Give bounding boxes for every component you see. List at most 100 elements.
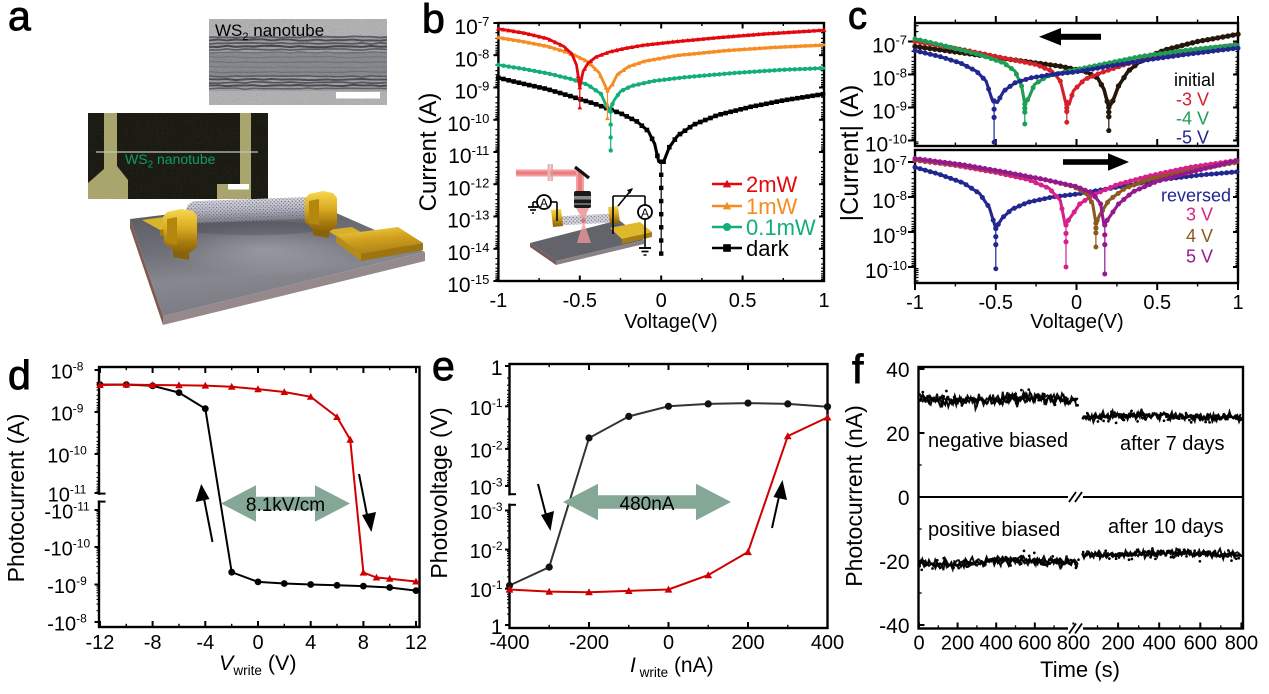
svg-text:480nA: 480nA (620, 494, 675, 515)
svg-text:10-9: 10-9 (454, 79, 489, 104)
svg-text:-10-10: -10-10 (44, 537, 91, 561)
svg-text:10-7: 10-7 (454, 14, 489, 39)
svg-text:Photocurrent (nA): Photocurrent (nA) (841, 405, 867, 587)
svg-text:4 V: 4 V (1186, 226, 1213, 246)
svg-text:1: 1 (491, 357, 503, 380)
svg-text:WS2 nanotube: WS2 nanotube (215, 21, 324, 43)
svg-text:0.1mW: 0.1mW (746, 215, 816, 240)
svg-text:e: e (432, 343, 455, 389)
svg-text:-12: -12 (86, 632, 115, 654)
svg-text:4: 4 (305, 632, 316, 654)
svg-text:200: 200 (1101, 633, 1134, 655)
svg-text:-8: -8 (144, 632, 162, 654)
svg-text:1: 1 (818, 290, 829, 312)
svg-text:12: 12 (405, 632, 427, 654)
svg-text:positive biased: positive biased (928, 519, 1060, 541)
svg-text:Current (A): Current (A) (415, 93, 442, 212)
svg-text:negative biased: negative biased (928, 430, 1068, 452)
svg-text:10-10: 10-10 (865, 132, 907, 157)
svg-text:b: b (422, 0, 445, 42)
svg-text:-10-9: -10-9 (47, 574, 87, 598)
svg-text:-5 V: -5 V (1176, 128, 1209, 148)
svg-text:5 V: 5 V (1186, 247, 1213, 267)
svg-text:-400: -400 (489, 632, 529, 654)
svg-text:2mW: 2mW (746, 172, 798, 197)
svg-text:I write (nA): I write (nA) (630, 654, 714, 680)
svg-text:10-10: 10-10 (865, 258, 907, 283)
svg-text:1mW: 1mW (746, 194, 798, 219)
svg-text:600: 600 (1184, 633, 1217, 655)
svg-text:0: 0 (663, 632, 674, 654)
svg-text:-1: -1 (490, 290, 508, 312)
svg-text:-20: -20 (879, 551, 909, 574)
svg-text:10-1: 10-1 (470, 396, 503, 420)
svg-text:10-8: 10-8 (872, 66, 907, 91)
svg-text:10-2: 10-2 (470, 438, 503, 462)
svg-text:after 7 days: after 7 days (1120, 433, 1225, 455)
svg-text:-3 V: -3 V (1176, 90, 1209, 110)
svg-text:10-8: 10-8 (51, 360, 84, 384)
svg-text:reversed: reversed (1161, 186, 1231, 206)
svg-text:-40: -40 (879, 615, 909, 638)
svg-text:10-8: 10-8 (454, 46, 489, 71)
svg-text:f: f (852, 346, 864, 392)
svg-text:10-11: 10-11 (448, 143, 489, 168)
svg-text:10-9: 10-9 (51, 402, 84, 426)
svg-text:10-8: 10-8 (872, 188, 907, 213)
svg-text:8: 8 (358, 632, 369, 654)
svg-text:0.5: 0.5 (729, 290, 757, 312)
svg-text:400: 400 (980, 633, 1013, 655)
svg-text:a: a (8, 0, 31, 39)
svg-text:A: A (540, 196, 548, 210)
svg-text:0.5: 0.5 (1143, 292, 1171, 314)
svg-text:Voltage(V): Voltage(V) (624, 311, 717, 333)
svg-text:Photocurrent (A): Photocurrent (A) (3, 414, 29, 583)
svg-text:600: 600 (1018, 633, 1051, 655)
svg-text:200: 200 (731, 632, 764, 654)
svg-text:10-9: 10-9 (872, 223, 907, 248)
svg-text:-200: -200 (569, 632, 609, 654)
svg-text:10-1: 10-1 (470, 578, 503, 602)
svg-text:8.1kV/cm: 8.1kV/cm (246, 495, 325, 516)
svg-text:-0.5: -0.5 (979, 292, 1013, 314)
svg-text:0: 0 (656, 290, 667, 312)
svg-text:initial: initial (1174, 70, 1215, 90)
svg-text:10-7: 10-7 (872, 33, 907, 58)
svg-text:40: 40 (886, 359, 909, 382)
svg-text:d: d (8, 352, 31, 398)
svg-text:1: 1 (491, 616, 503, 639)
svg-text:10-13: 10-13 (447, 208, 489, 233)
svg-text:3 V: 3 V (1186, 205, 1213, 225)
svg-text:10-7: 10-7 (872, 153, 907, 178)
svg-text:10-9: 10-9 (872, 99, 907, 124)
svg-text:Voltage(V): Voltage(V) (1030, 311, 1123, 333)
svg-text:20: 20 (886, 423, 909, 446)
svg-text:|Current| (A): |Current| (A) (836, 85, 864, 222)
svg-text:800: 800 (1057, 633, 1090, 655)
svg-text:-10-8: -10-8 (47, 612, 87, 636)
svg-text:10-10: 10-10 (47, 444, 87, 468)
svg-text:-1: -1 (906, 292, 924, 314)
svg-text:0: 0 (252, 632, 263, 654)
svg-text:10-10: 10-10 (447, 111, 489, 136)
svg-text:400: 400 (811, 632, 844, 654)
svg-text:-4: -4 (196, 632, 214, 654)
svg-text:0: 0 (1071, 292, 1082, 314)
svg-text:Photovoltage (V): Photovoltage (V) (426, 407, 452, 578)
svg-text:Vwrite (V): Vwrite (V) (219, 651, 297, 678)
svg-text:-0.5: -0.5 (563, 290, 597, 312)
svg-text:10-2: 10-2 (470, 539, 503, 563)
svg-text:200: 200 (941, 633, 974, 655)
svg-text:0: 0 (898, 487, 910, 510)
svg-text:c: c (848, 0, 867, 38)
svg-text:10-3: 10-3 (470, 476, 503, 500)
svg-text:800: 800 (1225, 633, 1258, 655)
svg-text:400: 400 (1143, 633, 1176, 655)
svg-text:10-3: 10-3 (470, 500, 503, 524)
svg-text:-4 V: -4 V (1176, 109, 1209, 129)
svg-text:10-12: 10-12 (447, 175, 489, 200)
svg-text:A: A (641, 206, 649, 220)
svg-text:1: 1 (1232, 292, 1243, 314)
svg-text:dark: dark (746, 236, 790, 261)
svg-text:10-15: 10-15 (447, 272, 489, 297)
